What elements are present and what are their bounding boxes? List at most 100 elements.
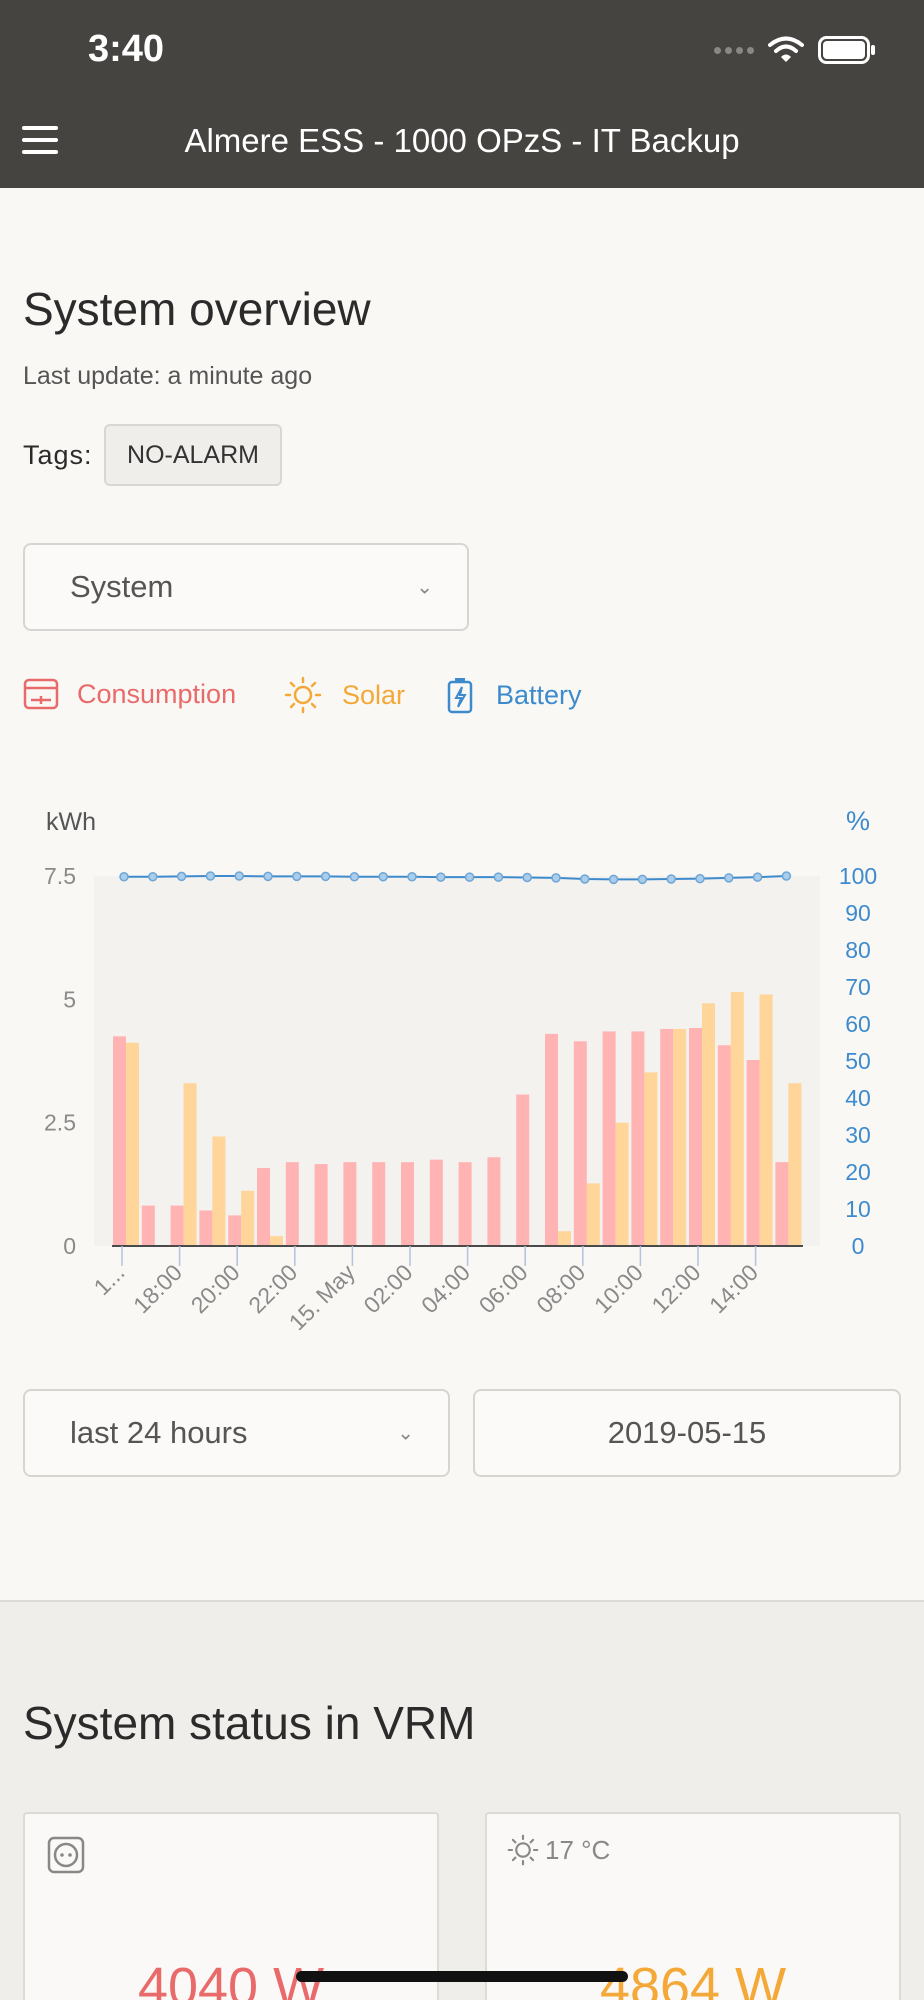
- solar-bar: [212, 1136, 226, 1246]
- home-indicator: [296, 1971, 628, 1982]
- solar-value: 4864 W: [599, 1957, 787, 2000]
- solar-bar: [730, 991, 744, 1246]
- solar-bar: [126, 1042, 139, 1246]
- battery-line: [124, 875, 787, 881]
- tag-badge[interactable]: NO-ALARM: [104, 424, 282, 486]
- battery-point: [263, 871, 273, 882]
- battery-point: [320, 871, 331, 882]
- consumption-bar: [401, 1162, 414, 1246]
- right-axis-tick: 10: [845, 1196, 871, 1222]
- solar-bar: [615, 1122, 629, 1246]
- solar-bar: [586, 1183, 600, 1246]
- solar-bar: [702, 1003, 715, 1246]
- right-axis-tick: 100: [839, 863, 877, 889]
- x-axis-tick-label: 1...: [89, 1259, 130, 1300]
- tags-label: Tags:: [23, 440, 93, 470]
- battery-point: [666, 874, 676, 884]
- battery-point: [580, 874, 590, 884]
- x-axis-tick-label: 04:00: [416, 1259, 475, 1318]
- consumption-bar: [573, 1041, 587, 1246]
- consumption-bar: [199, 1210, 213, 1246]
- system-status-title: System status in VRM: [23, 1697, 476, 1749]
- battery-point: [464, 872, 475, 882]
- battery-point: [695, 873, 705, 884]
- solar-bar: [241, 1190, 255, 1246]
- x-axis-tick-label: 14:00: [704, 1259, 763, 1318]
- battery-point: [493, 872, 504, 882]
- consumption-bar: [631, 1031, 645, 1246]
- right-axis-tick: 40: [845, 1085, 871, 1111]
- menu-icon[interactable]: [22, 126, 58, 162]
- date-picker[interactable]: 2019-05-15: [473, 1389, 901, 1477]
- right-axis-tick: 60: [845, 1011, 871, 1037]
- solar-bar: [759, 994, 773, 1246]
- consumption-bar: [372, 1162, 386, 1246]
- battery-status-icon: [818, 36, 875, 64]
- right-axis-unit: %: [846, 806, 870, 836]
- consumption-bar: [228, 1215, 242, 1246]
- battery-point: [608, 874, 619, 885]
- right-axis-tick: 80: [845, 937, 871, 963]
- battery-point: [119, 871, 129, 882]
- sun-icon: [507, 1834, 539, 1866]
- consumption-bar: [775, 1162, 789, 1246]
- consumption-bar: [487, 1157, 501, 1246]
- solar-bar: [644, 1072, 658, 1246]
- consumption-bar: [170, 1205, 184, 1246]
- right-axis-tick: 70: [845, 974, 871, 1000]
- consumption-bar: [314, 1164, 328, 1246]
- solar-bar: [270, 1236, 283, 1246]
- consumption-bar: [516, 1094, 530, 1246]
- battery-point: [349, 871, 360, 882]
- socket-icon: [47, 1836, 85, 1874]
- x-axis-tick-label: 12:00: [646, 1259, 705, 1318]
- solar-bar: [673, 1028, 687, 1246]
- x-axis-tick-label: 06:00: [474, 1259, 533, 1318]
- battery-point: [436, 872, 446, 882]
- battery-point: [378, 871, 388, 882]
- consumption-bar: [257, 1168, 270, 1246]
- solar-bar: [788, 1083, 802, 1246]
- legend-consumption[interactable]: Consumption: [23, 676, 236, 712]
- section-divider: [0, 1600, 924, 1602]
- chevron-down-icon: ⌄: [416, 576, 433, 599]
- x-axis-tick-label: 10:00: [589, 1259, 648, 1318]
- legend-battery-label: Battery: [496, 679, 582, 710]
- consumption-card[interactable]: 4040 W: [23, 1812, 439, 2000]
- chevron-down-icon: ⌄: [397, 1422, 414, 1445]
- battery-point: [234, 871, 244, 881]
- solar-card[interactable]: 17 °C 4864 W: [485, 1812, 901, 2000]
- battery-point: [637, 874, 648, 885]
- status-bar: 3:40: [0, 0, 924, 100]
- legend-battery[interactable]: Battery: [446, 676, 582, 714]
- battery-point: [176, 871, 187, 882]
- battery-point: [781, 871, 792, 881]
- battery-point: [522, 872, 532, 883]
- consumption-bar: [545, 1033, 558, 1246]
- x-axis-tick-label: 08:00: [531, 1259, 590, 1318]
- battery-point: [407, 871, 417, 882]
- right-axis-tick: 0: [852, 1233, 865, 1259]
- legend-solar-label: Solar: [342, 679, 406, 710]
- consumption-bar: [689, 1027, 702, 1246]
- status-icons: [714, 36, 876, 64]
- wifi-icon: [768, 36, 804, 62]
- x-axis-tick-label: 18:00: [128, 1259, 187, 1318]
- battery-point: [551, 873, 561, 883]
- consumption-bar: [717, 1045, 731, 1246]
- status-time: 3:40: [88, 28, 165, 70]
- period-select[interactable]: last 24 hours ⌄: [23, 1389, 450, 1477]
- consumption-icon: [23, 678, 59, 710]
- battery-point: [148, 871, 158, 882]
- app-title: Almere ESS - 1000 OPzS - IT Backup: [184, 122, 740, 159]
- date-picker-value: 2019-05-15: [607, 1415, 767, 1450]
- solar-temperature: 17 °C: [507, 1834, 610, 1866]
- consumption-value: 4040 W: [137, 1957, 325, 2000]
- legend-solar[interactable]: Solar: [284, 676, 405, 714]
- right-axis-tick: 30: [845, 1122, 871, 1148]
- legend-consumption-label: Consumption: [77, 678, 237, 709]
- view-select[interactable]: System ⌄: [23, 543, 469, 631]
- right-axis-tick: 90: [845, 900, 871, 926]
- battery-point: [292, 871, 302, 882]
- right-axis-tick: 20: [845, 1159, 871, 1185]
